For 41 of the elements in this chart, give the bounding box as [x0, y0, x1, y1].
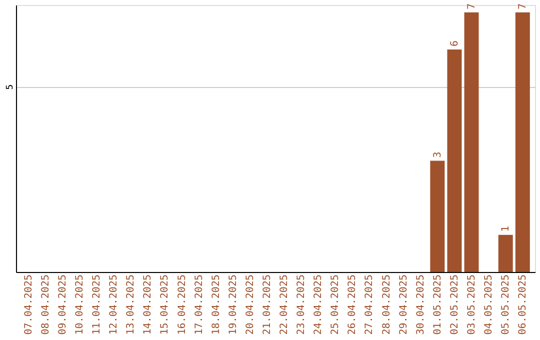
x-tick-label: 03.05.2025 — [466, 274, 478, 335]
x-tick-label: 30.04.2025 — [415, 274, 426, 335]
data-label: 7 — [466, 3, 478, 10]
x-tick-label: 21.04.2025 — [262, 274, 273, 335]
y-tick-label: 5 — [6, 84, 16, 90]
bar — [498, 234, 513, 272]
data-label: 1 — [500, 226, 512, 232]
x-tick-label: 28.04.2025 — [381, 274, 392, 335]
x-tick-label: 19.04.2025 — [228, 274, 239, 335]
x-tick-label: 07.04.2025 — [23, 274, 34, 335]
data-label: 3 — [432, 152, 444, 158]
data-label: 6 — [449, 40, 460, 46]
x-tick-label: 02.05.2025 — [449, 274, 460, 335]
bar — [464, 12, 479, 272]
x-tick-label: 22.04.2025 — [279, 274, 290, 335]
bar — [515, 12, 530, 272]
x-tick-label: 09.04.2025 — [57, 274, 68, 335]
x-tick-label: 23.04.2025 — [296, 274, 308, 335]
x-tick-label: 16.04.2025 — [176, 274, 188, 335]
bar — [430, 160, 445, 272]
x-tick-label: 25.04.2025 — [330, 274, 342, 335]
bar — [447, 50, 462, 272]
x-tick-label: 13.04.2025 — [126, 274, 137, 335]
x-tick-label: 12.04.2025 — [108, 274, 120, 335]
x-tick-label: 15.04.2025 — [160, 274, 171, 335]
data-label: 7 — [518, 3, 529, 10]
x-tick-label: 08.04.2025 — [40, 274, 52, 335]
x-tick-label: 01.05.2025 — [432, 274, 444, 335]
x-tick-label: 06.05.2025 — [518, 274, 529, 335]
x-tick-label: 26.04.2025 — [347, 274, 358, 335]
x-tick-label: 04.05.2025 — [484, 274, 495, 335]
x-tick-label: 27.04.2025 — [364, 274, 376, 335]
x-tick-label: 05.05.2025 — [500, 274, 512, 335]
x-tick-label: 29.04.2025 — [398, 274, 410, 335]
x-tick-label: 18.04.2025 — [210, 274, 222, 335]
x-tick-label: 10.04.2025 — [74, 274, 86, 335]
x-tick-label: 24.04.2025 — [313, 274, 324, 335]
x-tick-label: 20.04.2025 — [244, 274, 256, 335]
x-tick-label: 14.04.2025 — [142, 274, 154, 335]
x-tick-label: 17.04.2025 — [194, 274, 205, 335]
x-tick-label: 11.04.2025 — [92, 274, 103, 335]
